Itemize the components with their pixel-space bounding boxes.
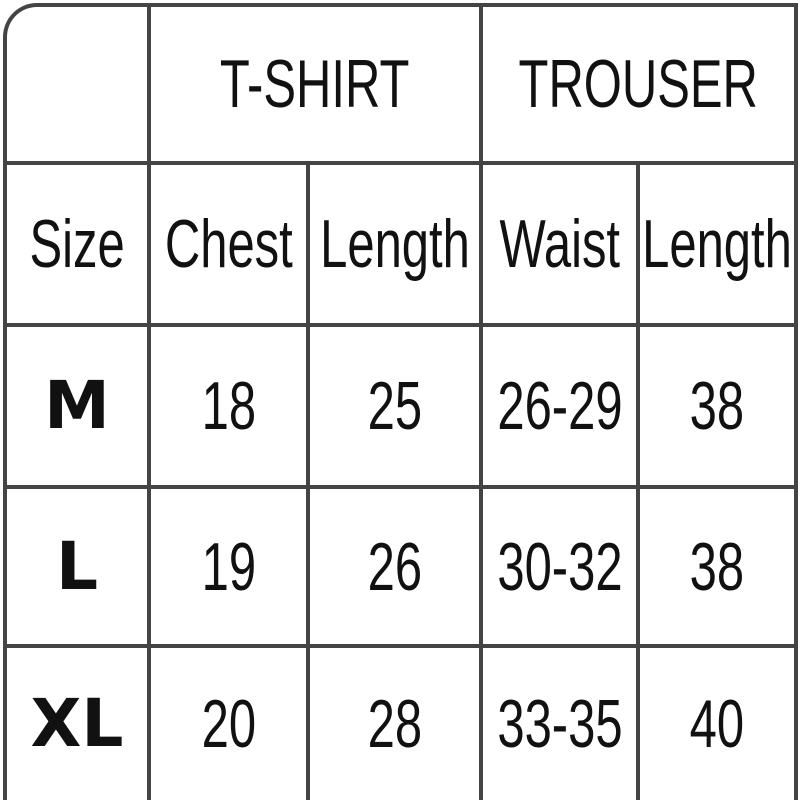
divider [3, 485, 798, 489]
divider [794, 3, 798, 800]
column-header-chest: Chest [151, 165, 306, 323]
group-label: TROUSER [518, 46, 759, 122]
table-border [3, 3, 798, 800]
column-label: Waist [499, 206, 620, 282]
waist-cell: 33-35 [496, 686, 623, 762]
group-label: T-SHIRT [220, 46, 410, 122]
group-header-tshirt: T-SHIRT [151, 7, 479, 161]
divider [147, 3, 151, 800]
chest-cell: 20 [201, 686, 256, 762]
chest-cell: 18 [201, 368, 256, 444]
trouser-length-cell: 38 [689, 528, 745, 605]
column-label: Length [319, 206, 470, 282]
tshirt-length-cell: 25 [367, 368, 422, 444]
divider [3, 161, 798, 165]
divider [479, 3, 483, 800]
divider [3, 644, 798, 648]
column-label: Size [29, 206, 125, 282]
column-header-tshirt-length: Length [310, 165, 479, 323]
column-label: Chest [164, 206, 293, 282]
waist-cell: 30-32 [496, 528, 623, 605]
size-cell: M [44, 367, 110, 444]
tshirt-length-cell: 28 [367, 686, 422, 762]
chest-cell: 19 [201, 528, 256, 605]
column-label: Length [642, 206, 792, 282]
waist-cell: 26-29 [496, 368, 623, 444]
trouser-length-cell: 40 [689, 686, 745, 762]
trouser-length-cell: 38 [689, 368, 745, 444]
size-cell: L [55, 527, 99, 605]
divider [636, 163, 640, 800]
column-header-size: Size [7, 165, 147, 323]
group-header-trouser: TROUSER [483, 7, 794, 161]
divider [306, 163, 310, 800]
size-cell: XL [30, 685, 124, 762]
divider [3, 323, 798, 327]
column-header-waist: Waist [483, 165, 636, 323]
column-header-trouser-length: Length [640, 165, 794, 323]
tshirt-length-cell: 26 [367, 528, 422, 605]
